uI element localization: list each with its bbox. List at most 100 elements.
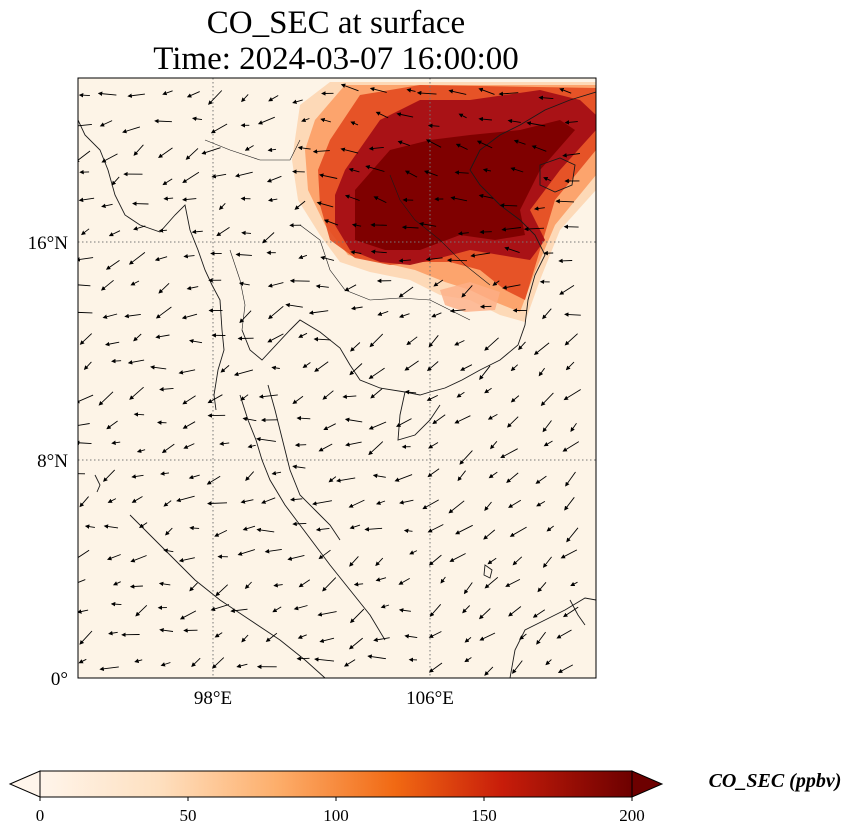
wind-arrow [373, 196, 387, 204]
wind-arrow [570, 423, 577, 432]
wind-arrow [78, 609, 89, 614]
wind-arrow [133, 144, 144, 156]
wind-arrow [97, 91, 117, 96]
wind-arrow [422, 499, 439, 510]
wind-arrow [375, 111, 389, 119]
wind-arrow [484, 576, 499, 589]
wind-arrow [512, 660, 523, 674]
wind-arrow [99, 120, 113, 127]
wind-arrow [427, 468, 440, 478]
wind-arrow [83, 361, 92, 371]
wind-arrow [79, 496, 89, 508]
wind-arrow [563, 606, 579, 618]
wind-arrow [107, 498, 117, 503]
wind-arrow [483, 529, 496, 540]
wind-arrow [344, 284, 357, 292]
wind-arrow [564, 312, 581, 317]
wind-arrow [370, 249, 387, 255]
wind-arrow [455, 524, 473, 535]
wind-arrow [210, 123, 228, 134]
wind-arrow [185, 148, 199, 160]
wind-arrow [292, 464, 306, 470]
wind-arrow [340, 147, 359, 154]
wind-arrow [566, 527, 579, 543]
wind-arrow [182, 421, 196, 429]
wind-arrow [265, 632, 278, 642]
wind-arrow [564, 333, 578, 346]
wind-arrow [532, 609, 546, 618]
wind-arrow [154, 256, 168, 262]
wind-arrow [350, 342, 361, 352]
colorbar-extend-min [8, 770, 41, 798]
wind-arrow [479, 365, 491, 380]
wind-arrow [268, 95, 279, 102]
wind-arrow [562, 153, 580, 158]
wind-arrow [78, 658, 87, 664]
wind-arrow [256, 436, 276, 442]
wind-arrow [218, 202, 226, 211]
wind-arrow [404, 360, 419, 371]
wind-arrow [214, 529, 228, 537]
wind-arrow [461, 285, 473, 298]
wind-arrow [191, 116, 203, 122]
wind-arrow [563, 389, 581, 401]
wind-arrow [505, 578, 521, 587]
wind-arrow [214, 632, 223, 638]
wind-arrow [545, 659, 552, 666]
wind-arrow [78, 123, 92, 127]
wind-arrow [314, 657, 335, 662]
wind-arrow [454, 170, 469, 175]
wind-arrow [353, 582, 364, 587]
wind-arrow [498, 91, 519, 97]
wind-arrow [163, 500, 172, 507]
wind-arrow [242, 525, 256, 531]
wind-arrow [449, 308, 466, 314]
wind-arrow [536, 631, 546, 645]
wind-arrow [127, 93, 145, 98]
colorbar-tick-200: 200 [619, 806, 645, 825]
wind-arrow [318, 549, 331, 560]
wind-arrow [244, 145, 254, 151]
wind-arrow [160, 471, 170, 476]
wind-arrow [328, 476, 337, 483]
wind-arrow [219, 441, 230, 446]
wind-arrow [323, 219, 339, 226]
wind-arrow [397, 140, 411, 147]
wind-arrow [78, 310, 93, 315]
wind-arrow [454, 415, 471, 424]
wind-arrow [162, 90, 173, 96]
wind-arrow [536, 501, 546, 507]
wind-arrow [457, 231, 469, 236]
wind-arrow [158, 228, 167, 233]
wind-arrow [267, 147, 277, 153]
wind-arrow [479, 632, 496, 641]
wind-arrow [500, 448, 518, 459]
wind-arrow [313, 336, 331, 342]
wind-arrow [183, 253, 195, 259]
lat-label-16N: 16°N [28, 233, 69, 254]
wind-arrow [247, 443, 256, 449]
wind-arrow [350, 250, 362, 255]
wind-arrow [271, 470, 282, 476]
wind-arrow [237, 549, 256, 556]
wind-arrow [409, 550, 418, 555]
wind-arrow [365, 165, 385, 172]
wind-arrow [239, 310, 252, 324]
wind-arrow [285, 302, 303, 308]
wind-arrow [350, 305, 363, 311]
wind-arrow [368, 146, 384, 151]
colorbar-gradient [39, 770, 633, 798]
wind-arrow [349, 524, 361, 530]
wind-arrow [186, 285, 199, 291]
wind-arrow [509, 526, 527, 537]
wind-arrow [165, 527, 173, 536]
wind-arrow [349, 556, 359, 567]
wind-arrow [211, 657, 225, 669]
wind-arrow [425, 139, 442, 148]
wind-arrow [230, 608, 248, 613]
wind-arrow [163, 196, 174, 201]
wind-arrow [470, 252, 491, 258]
wind-arrow [426, 394, 438, 401]
wind-arrow [183, 443, 195, 449]
wind-arrow [178, 557, 195, 563]
